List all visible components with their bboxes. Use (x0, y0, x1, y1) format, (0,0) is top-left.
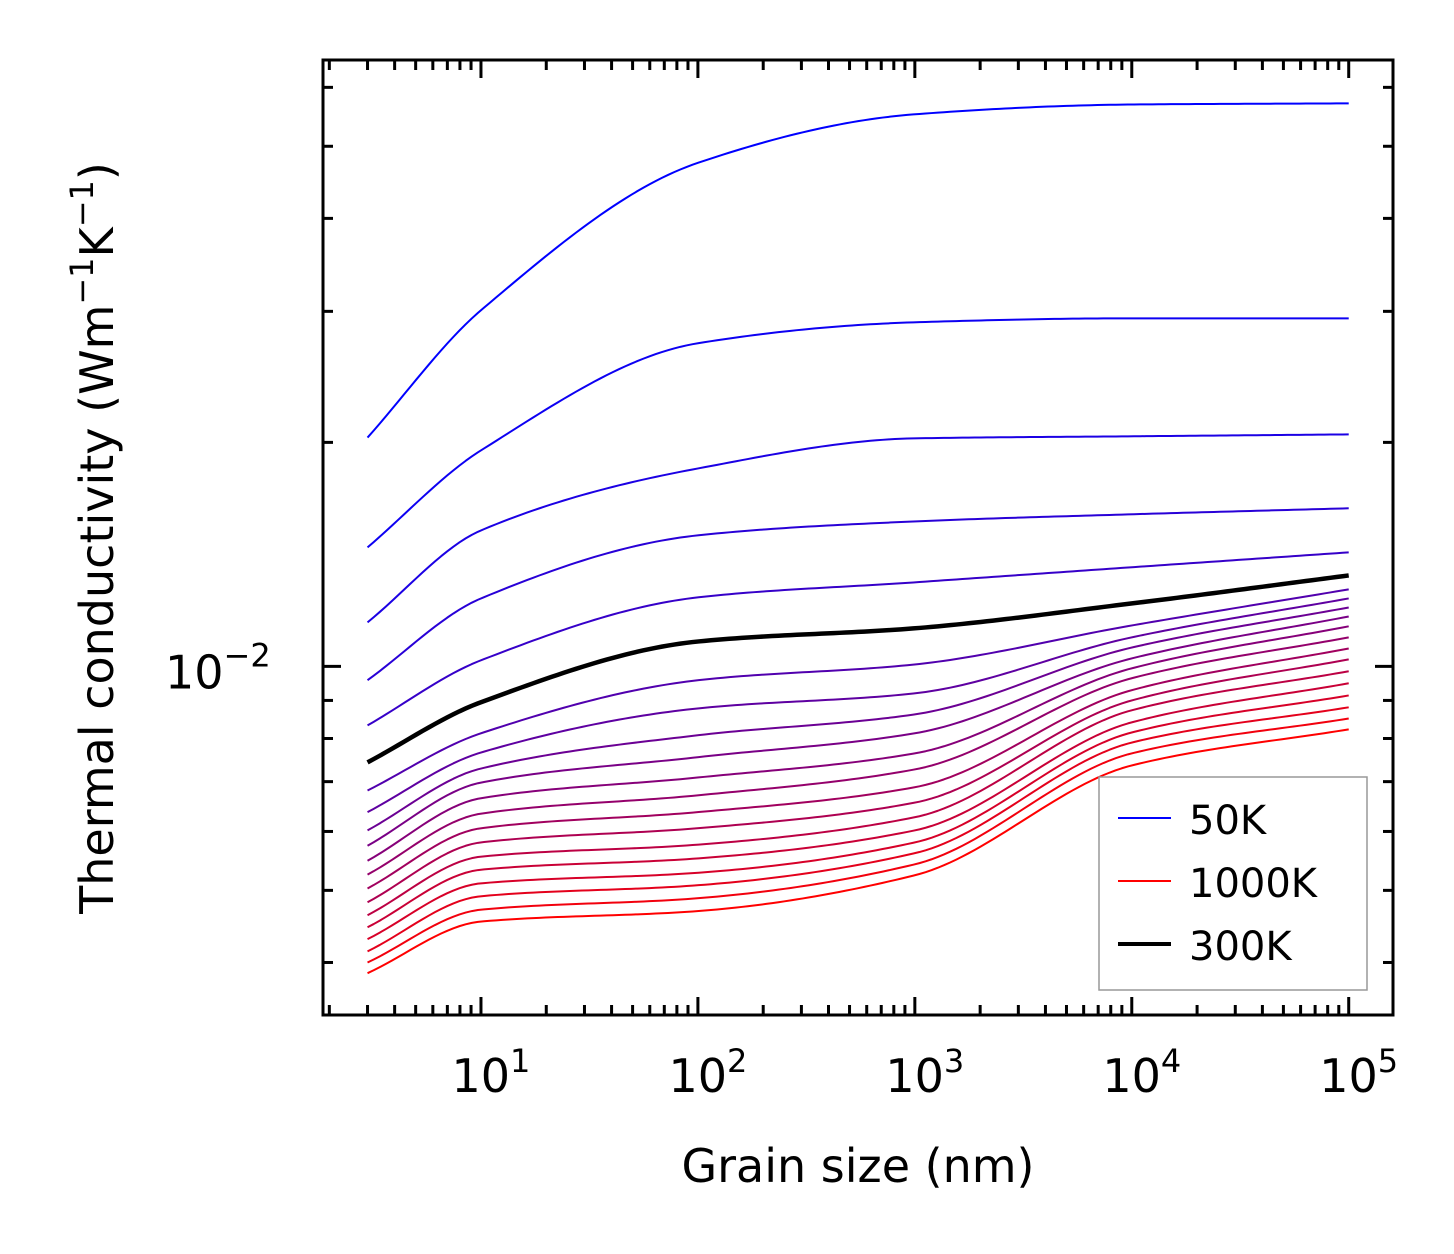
series-line-450k (367, 606, 1349, 832)
series-line-500k (367, 615, 1349, 847)
legend-box (1098, 776, 1368, 991)
series-line-150k (366, 433, 1349, 624)
series-line-100k (366, 317, 1349, 549)
x-tick-label: 101 (452, 1042, 531, 1103)
ticks-layer (323, 60, 1393, 1015)
x-tick-label: 102 (668, 1042, 747, 1103)
x-tick-labels: 101 102 103 104 105 (452, 1042, 1399, 1103)
series-line-650k (367, 647, 1349, 890)
series-line-900k (367, 706, 1349, 953)
x-tick-label: 103 (885, 1042, 964, 1103)
series-line-200k (366, 507, 1349, 682)
series-line-1000k (367, 728, 1349, 975)
series-line-600k (367, 636, 1349, 876)
series-line-300k (366, 573, 1350, 765)
series-layer (366, 102, 1350, 975)
x-axis-label: Grain size (nm) (682, 1139, 1035, 1193)
legend-entry-50k: 50K (1118, 798, 1268, 844)
series-line-750k (367, 670, 1349, 917)
y-tick-label: 10−2 (165, 636, 271, 699)
legend-entry-1000k: 1000K (1118, 861, 1319, 907)
x-tick-label: 104 (1102, 1042, 1181, 1103)
series-line-850k (367, 694, 1349, 941)
series-line-400k (367, 597, 1349, 813)
series-line-550k (367, 625, 1349, 862)
legend-label-300k: 300K (1189, 924, 1293, 970)
legend-label-1000k: 1000K (1189, 861, 1319, 907)
series-line-350k (367, 588, 1349, 792)
legend-label-50k: 50K (1189, 798, 1268, 844)
series-line-950k (367, 717, 1349, 964)
x-tick-label: 105 (1319, 1042, 1398, 1103)
legend-entry-300k: 300K (1118, 924, 1293, 970)
legend: 50K 1000K 300K (1098, 776, 1368, 991)
plot-frame (321, 58, 1395, 1017)
y-axis-label: Thermal conductivity (Wm−1K−1) (63, 162, 124, 915)
series-line-700k (367, 658, 1349, 904)
series-line-800k (367, 682, 1349, 929)
series-line-250k (367, 551, 1349, 727)
series-line-50k (366, 102, 1349, 439)
